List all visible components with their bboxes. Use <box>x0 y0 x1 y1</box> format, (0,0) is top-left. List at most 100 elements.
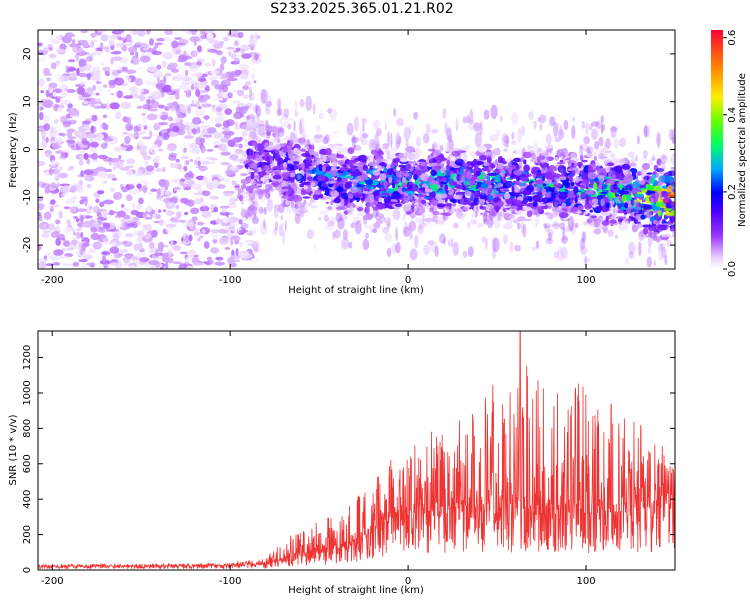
spectrogram-faint-cell <box>415 136 422 148</box>
spectrogram-faint-cell <box>294 99 298 116</box>
spectrogram-noise-cell <box>166 225 174 234</box>
spectrogram-faint-cell <box>653 259 657 267</box>
spectrogram-noise-cell <box>251 42 256 45</box>
spectrogram-noise-cell <box>61 185 72 194</box>
spectrogram-faint-cell <box>521 147 526 159</box>
spectrogram-faint-cell <box>562 209 569 218</box>
spectrogram-faint-cell <box>597 215 603 224</box>
spectrogram-faint-cell <box>571 116 576 122</box>
spectrogram-noise-cell <box>204 30 215 34</box>
spectrogram-faint-cell <box>511 111 519 125</box>
spectrogram-noise-cell <box>100 61 105 66</box>
spectrogram-noise-cell <box>214 261 225 266</box>
spectrogram-faint-cell <box>395 242 401 254</box>
spectrogram-signal-cell <box>374 190 380 197</box>
spectrogram-faint-cell <box>586 147 591 154</box>
spectrogram-noise-cell <box>109 209 114 216</box>
spectrogram-noise-cell <box>102 180 108 184</box>
spectrogram-noise-cell <box>230 238 234 246</box>
spectrogram-signal-cell <box>619 183 623 191</box>
spectrogram-noise-cell <box>47 86 52 92</box>
spectrogram-noise-cell <box>157 148 164 152</box>
spectrogram-faint-cell <box>541 152 549 167</box>
spectrogram-faint-cell <box>581 120 586 129</box>
spectrogram-faint-cell <box>422 133 430 144</box>
spectrogram-noise-cell <box>110 92 115 96</box>
spectrogram-noise-cell <box>209 195 220 200</box>
snr-x-label: Height of straight line (km) <box>288 585 424 596</box>
spectrogram-noise-cell <box>189 36 200 43</box>
spectrogram-noise-cell <box>211 231 219 240</box>
spectrogram-noise-cell <box>197 221 205 226</box>
spectrogram-faint-cell <box>650 197 654 203</box>
spectrogram-faint-cell <box>246 115 251 120</box>
spectrogram-signal-cell <box>254 200 259 208</box>
spectrogram-signal-cell <box>642 155 647 162</box>
spectrogram-faint-cell <box>299 117 305 132</box>
spectrogram-faint-cell <box>282 166 290 176</box>
spectrogram-signal-cell <box>336 147 346 155</box>
spectrogram-faint-cell <box>431 197 439 207</box>
spectrogram-noise-cell <box>72 262 80 267</box>
spectrogram-noise-cell <box>72 236 79 240</box>
spectrogram-faint-cell <box>396 118 404 127</box>
spectrogram-signal-cell <box>475 170 481 177</box>
spectrogram-faint-cell <box>460 171 468 182</box>
spectrogram-noise-cell <box>175 116 181 123</box>
spectrogram-noise-cell <box>227 256 235 265</box>
spectrogram-noise-cell <box>220 56 227 64</box>
spectrogram-signal-cell <box>503 148 508 152</box>
spectrogram-noise-cell <box>147 80 158 87</box>
spectrogram-noise-cell <box>47 44 53 51</box>
spectrogram-noise-cell <box>55 98 61 103</box>
spectrogram-noise-cell <box>58 172 69 179</box>
spectrogram-signal-cell <box>635 225 639 231</box>
spectrogram-faint-cell <box>275 158 282 164</box>
spectrogram-noise-cell <box>227 238 232 241</box>
spectrogram-faint-cell <box>379 187 384 193</box>
spectrogram-noise-cell <box>45 153 52 158</box>
spectrogram-noise-cell <box>166 210 174 217</box>
spectrogram-noise-cell <box>77 139 83 146</box>
y-tick-label: -20 <box>22 237 33 253</box>
spectrogram-noise-cell <box>184 234 190 243</box>
spectrogram-faint-cell <box>273 203 279 219</box>
spectrogram-noise-cell <box>197 72 203 77</box>
spectrogram-noise-cell <box>51 142 62 150</box>
spectrogram-noise-cell <box>162 52 174 60</box>
spectrogram-noise-cell <box>94 103 102 107</box>
spectrogram-faint-cell <box>625 257 629 265</box>
spectrogram-signal-cell <box>511 140 517 146</box>
spectrogram-noise-cell <box>201 128 209 137</box>
spectrogram-signal-cell <box>523 164 530 173</box>
spectrogram-noise-cell <box>242 85 249 91</box>
spectrogram-noise-cell <box>100 34 109 42</box>
spectrogram-noise-cell <box>77 189 85 194</box>
spectrogram-faint-cell <box>384 232 393 242</box>
spectrogram-faint-cell <box>486 189 491 203</box>
spectrogram-faint-cell <box>287 123 292 130</box>
spectrogram-faint-cell <box>327 221 335 227</box>
spectrogram-signal-cell <box>415 217 421 223</box>
spectrogram-noise-cell <box>187 106 191 115</box>
spectrogram-noise-cell <box>243 253 253 259</box>
spectrogram-faint-cell <box>462 116 467 124</box>
spectrogram-noise-cell <box>97 171 108 179</box>
spectrogram-faint-cell <box>246 154 254 168</box>
spectrogram-noise-cell <box>213 97 224 101</box>
spectrogram-faint-cell <box>610 212 615 221</box>
spectrogram-noise-cell <box>167 202 176 206</box>
spectrogram-noise-cell <box>54 175 60 182</box>
spectrogram-noise-cell <box>141 112 146 117</box>
spectrogram-noise-cell <box>238 194 244 202</box>
spectrogram-faint-cell <box>384 121 388 131</box>
spectrogram-noise-cell <box>184 177 193 181</box>
spectrogram-noise-cell <box>150 188 158 192</box>
spectrogram-faint-cell <box>514 244 521 252</box>
spectrogram-noise-cell <box>158 122 169 126</box>
spectrogram-faint-cell <box>390 132 393 149</box>
spectrogram-noise-cell <box>150 247 155 254</box>
spectrogram-signal-cell <box>384 207 390 212</box>
spectrogram-noise-cell <box>194 101 201 109</box>
spectrogram-noise-cell <box>122 241 133 248</box>
